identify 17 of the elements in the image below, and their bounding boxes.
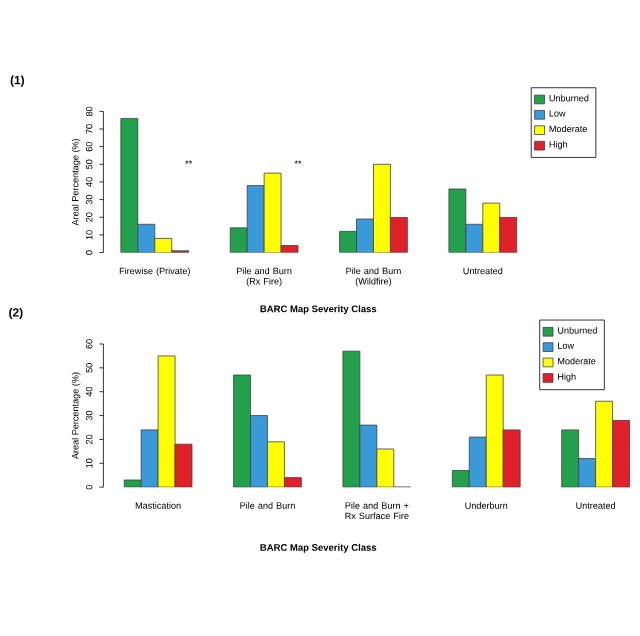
bar: [482, 202, 501, 253]
bar: [595, 400, 613, 488]
bar: [356, 218, 374, 253]
bar: [250, 415, 268, 488]
bar: [233, 374, 251, 488]
bar: [499, 216, 518, 253]
bar: [451, 469, 470, 488]
bar: [390, 217, 408, 253]
bar: [137, 223, 156, 253]
bar: [485, 374, 504, 488]
bar: [373, 164, 391, 253]
bar: [468, 436, 487, 488]
bar: [267, 441, 285, 488]
bar: [578, 457, 597, 488]
bar: [561, 429, 580, 488]
bar: [612, 419, 630, 488]
bar: [230, 227, 248, 253]
